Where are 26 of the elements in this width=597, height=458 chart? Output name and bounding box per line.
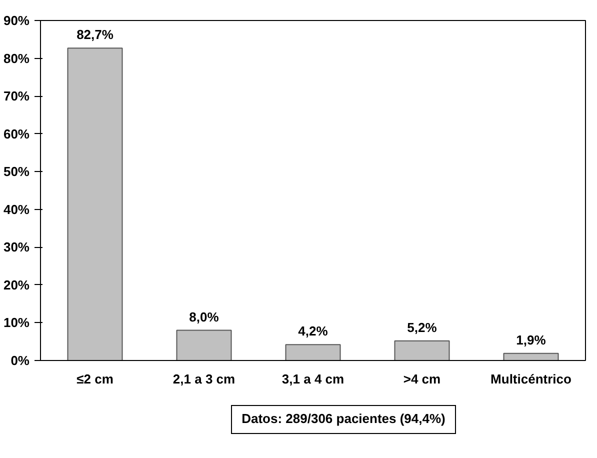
y-tick-label: 30% <box>3 240 30 255</box>
data-label: 1,9% <box>516 332 546 348</box>
y-tick-label: 40% <box>3 202 30 217</box>
y-tick-label: 70% <box>3 88 30 104</box>
x-tick-label: >4 cm <box>403 372 441 386</box>
y-tick-label: 90% <box>3 13 30 28</box>
bar <box>503 352 559 360</box>
x-tick-label: 3,1 a 4 cm <box>282 372 344 386</box>
text: Datos: 289/306 pacientes (94,4%) <box>230 405 456 434</box>
y-tick-label: 50% <box>3 164 30 180</box>
x-tick-label: ≤2 cm <box>76 372 114 386</box>
data-label: 5,2% <box>407 320 438 335</box>
bar <box>176 330 232 360</box>
x-tick-label: 2,1 a 3 cm <box>172 372 236 386</box>
y-tick-label: 80% <box>3 50 30 66</box>
data-label: 8,0% <box>189 309 220 324</box>
y-tick-label: 0% <box>10 353 30 368</box>
y-tick-label: 60% <box>3 126 30 142</box>
y-tick-label: 10% <box>3 315 30 330</box>
bar <box>394 340 450 360</box>
x-tick-label: Multicéntrico <box>490 372 572 386</box>
bar <box>67 48 123 360</box>
bar <box>285 344 341 360</box>
data-label: 4,2% <box>298 324 328 339</box>
y-tick-label: 20% <box>3 277 30 292</box>
data-label: 82,7% <box>76 27 114 42</box>
